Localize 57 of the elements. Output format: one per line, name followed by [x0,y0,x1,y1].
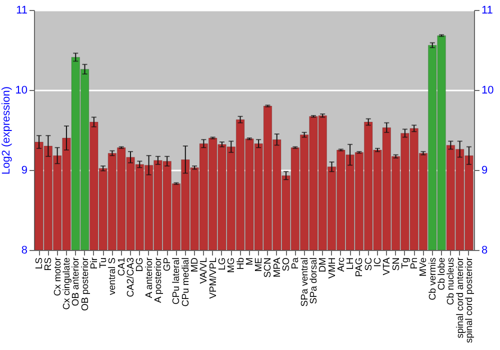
y-tick-label: 8 [21,244,28,256]
x-tick-label: ventral S [107,258,118,295]
x-tick-label: OB posterior [80,258,91,311]
y2-tick-label: 8 [482,244,488,256]
x-tick-label: VA/VL [198,258,210,284]
x-tick-label: A anterior [144,258,155,298]
x-tick-label: LH [345,257,356,270]
x-tick-label: MVe [418,258,430,277]
x-tick-label: VTA [382,256,393,276]
x-tick-label: SO [281,258,292,272]
x-tick-label: CPu lateral [171,258,182,304]
y2-tick-label: 10 [482,84,494,96]
x-tick-label: M [244,257,256,266]
x-tick-label: SPa dorsal [308,258,320,304]
x-tick-label: SPa ventral [299,258,310,307]
x-tick-label: spinal cord posterior [464,258,475,344]
x-tick-label: A posterior [152,258,164,303]
x-tick-label: Hb [235,258,246,270]
y-tick-label: 10 [15,84,28,96]
x-tick-label: Cb vermis [427,257,438,300]
x-tick-label: spinal cord anterior [454,258,466,338]
x-tick-label: LS [34,258,46,270]
y2-tick-label: 9 [482,164,488,176]
x-tick-label: Cb lobe [436,258,448,290]
x-tick-label: ME [254,258,265,272]
x-tick-label: Tu [98,258,110,268]
x-tick-label: VPM/VPL [208,258,219,299]
x-tick-label: OB anterior [70,258,82,306]
x-tick-label: MG [226,258,238,273]
x-tick-label: Pa [290,256,302,270]
x-tick-label: CPu medial [180,258,192,307]
x-tick-label: MD [190,257,201,272]
y-axis-title: Log2 (expression) [0,86,12,175]
x-tick-label: Tg [400,258,411,269]
x-tick-label: CA2/CA3 [126,258,137,298]
x-tick-label: Pn [409,258,420,270]
y2-tick-label: 11 [482,4,493,16]
x-tick-label: Pir [88,258,100,270]
x-tick-label: RS [43,258,54,271]
x-tick-label: IC [372,257,384,267]
x-tick-label: Cx motor [52,258,64,296]
x-tick-label: CA1 [116,258,128,276]
x-tick-label: MPA [272,256,283,278]
x-tick-label: SN [390,257,402,271]
x-tick-label: LG [216,258,228,270]
x-tick-label: Cb nucleus [446,257,457,306]
x-tick-label: SCN [262,257,274,278]
x-tick-label: DM [318,257,329,272]
x-tick-label: SC [363,257,374,271]
x-tick-label: DG [134,258,146,272]
x-tick-label: Cx cingulate [61,258,72,310]
y-tick-label: 9 [21,164,28,176]
y-tick-label: 11 [16,4,28,16]
x-tick-label: VMH [326,257,338,279]
x-tick-label: PAG [354,258,366,277]
x-tick-label: GP [162,258,174,272]
x-tick-label: Arc [336,257,347,272]
